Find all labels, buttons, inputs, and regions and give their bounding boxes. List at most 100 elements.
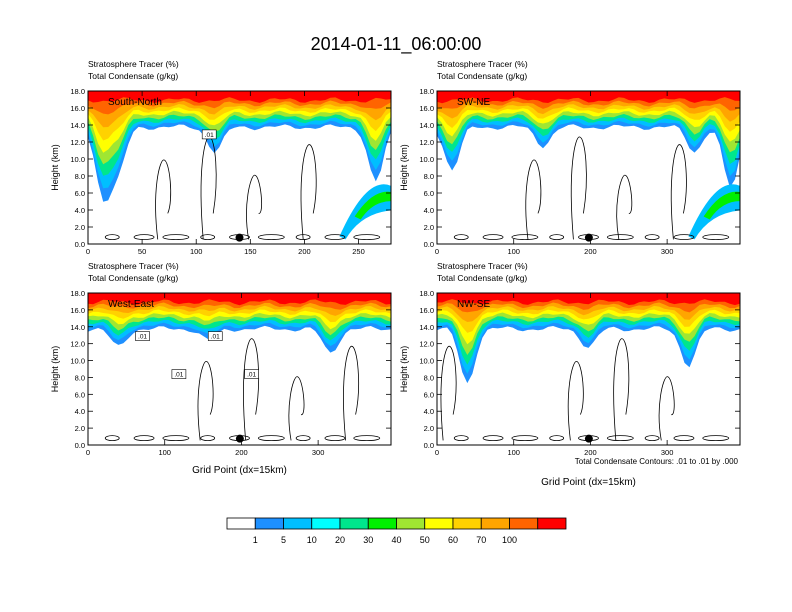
location-marker xyxy=(235,233,244,242)
y-tick-label: 10.0 xyxy=(419,155,434,164)
y-tick-label: 8.0 xyxy=(75,373,85,382)
x-tick-label: 100 xyxy=(158,448,171,457)
contour-loop xyxy=(702,234,730,241)
y-tick-label: 10.0 xyxy=(70,357,85,366)
y-tick-label: 2.0 xyxy=(75,424,85,433)
y-axis-label: Height (km) xyxy=(399,144,409,191)
contour-loop xyxy=(353,435,381,442)
y-tick-label: 0.0 xyxy=(424,240,434,249)
y-tick-label: 16.0 xyxy=(419,306,434,315)
x-tick-label: 150 xyxy=(244,247,257,256)
y-tick-label: 0.0 xyxy=(75,240,85,249)
y-axis-label: Height (km) xyxy=(50,144,60,191)
contour-line xyxy=(658,376,675,441)
contour-loop xyxy=(511,234,539,241)
y-tick-label: 6.0 xyxy=(424,390,434,399)
y-tick-label: 2.0 xyxy=(424,223,434,232)
colorbar-label: 50 xyxy=(420,535,430,545)
contour-line xyxy=(616,174,633,240)
colorbar-swatch xyxy=(537,517,567,530)
y-tick-label: 4.0 xyxy=(424,206,434,215)
contour-label: .01 xyxy=(211,334,220,341)
contour-loop xyxy=(324,234,346,241)
contour-loop xyxy=(353,234,381,241)
figure-title: 2014-01-11_06:00:00 xyxy=(311,34,482,55)
condensate-contours xyxy=(104,136,381,241)
contour-loop xyxy=(324,435,346,442)
contour-line xyxy=(246,174,263,240)
tracer-field xyxy=(88,91,391,240)
x-tick-label: 100 xyxy=(507,247,520,256)
y-tick-label: 4.0 xyxy=(75,407,85,416)
y-tick-label: 4.0 xyxy=(424,407,434,416)
contour-loop xyxy=(606,234,634,241)
contour-footnote: Total Condensate Contours: .01 to .01 by… xyxy=(575,457,739,466)
colorbar-label: 30 xyxy=(363,535,373,545)
contour-label: .01 xyxy=(247,372,256,379)
y-tick-label: 2.0 xyxy=(75,223,85,232)
contour-loop xyxy=(549,234,565,241)
contour-line xyxy=(525,159,542,240)
panel-label: NW-SE xyxy=(457,299,490,310)
y-tick-label: 18.0 xyxy=(419,87,434,96)
y-axis-label: Height (km) xyxy=(50,346,60,393)
contour-line xyxy=(243,338,259,441)
contour-loop xyxy=(162,234,190,241)
colorbar-label: 40 xyxy=(391,535,401,545)
panel-label: SW-NE xyxy=(457,97,490,108)
colorbar-swatch xyxy=(283,517,313,530)
x-axis-label: Grid Point (dx=15km) xyxy=(192,465,287,476)
y-tick-label: 0.0 xyxy=(75,441,85,450)
x-tick-label: 250 xyxy=(352,247,365,256)
contour-loop xyxy=(453,234,469,241)
contour-loop xyxy=(644,435,660,442)
contour-loop xyxy=(200,435,216,442)
colorbar-swatch xyxy=(254,517,284,530)
contour-loop xyxy=(702,435,730,442)
plot-frame xyxy=(87,292,392,446)
x-tick-label: 200 xyxy=(298,247,311,256)
panel-title-line-2: Total Condensate (g/kg) xyxy=(88,273,178,283)
colorbar: 1 5 10 20 30 40 50 60 70 100 xyxy=(226,517,567,545)
contour-loop xyxy=(257,234,285,241)
y-tick-label: 14.0 xyxy=(70,121,85,130)
colorbar-swatch xyxy=(226,517,256,530)
contour-line xyxy=(613,338,630,441)
y-tick-label: 0.0 xyxy=(424,441,434,450)
condensate-contours xyxy=(440,338,730,442)
plot-frame xyxy=(436,90,741,245)
tracer-blob xyxy=(703,191,740,220)
y-tick-label: 18.0 xyxy=(419,289,434,298)
contour-loop xyxy=(511,435,539,442)
contour-loop xyxy=(549,435,565,442)
contour-loop xyxy=(133,435,155,442)
contour-line xyxy=(567,360,584,441)
contour-line xyxy=(570,136,587,240)
contour-label-box xyxy=(244,369,259,379)
contour-loop xyxy=(133,234,155,241)
panel-label: West-East xyxy=(108,299,154,310)
y-tick-label: 16.0 xyxy=(70,306,85,315)
colorbar-swatch xyxy=(452,517,482,530)
y-tick-label: 14.0 xyxy=(70,323,85,332)
contour-line xyxy=(288,376,305,441)
y-tick-label: 10.0 xyxy=(70,155,85,164)
x-tick-label: 200 xyxy=(584,448,597,457)
contour-loop xyxy=(104,435,120,442)
tracer-field xyxy=(88,293,391,353)
contour-line xyxy=(343,345,359,441)
tracer-band xyxy=(437,293,740,306)
plot-frame xyxy=(87,90,392,245)
panel-label: South-North xyxy=(108,97,162,108)
x-tick-label: 200 xyxy=(584,247,597,256)
contour-loop xyxy=(104,234,120,241)
y-tick-label: 12.0 xyxy=(70,138,85,147)
tracer-field xyxy=(437,91,740,240)
colorbar-label: 20 xyxy=(335,535,345,545)
panel-south-north: Stratosphere Tracer (%) Total Condensate … xyxy=(50,59,392,256)
panel-title-line-1: Stratosphere Tracer (%) xyxy=(437,261,528,271)
y-tick-label: 10.0 xyxy=(419,357,434,366)
contour-label-box xyxy=(201,129,217,140)
colorbar-label: 70 xyxy=(476,535,486,545)
y-tick-label: 8.0 xyxy=(75,172,85,181)
